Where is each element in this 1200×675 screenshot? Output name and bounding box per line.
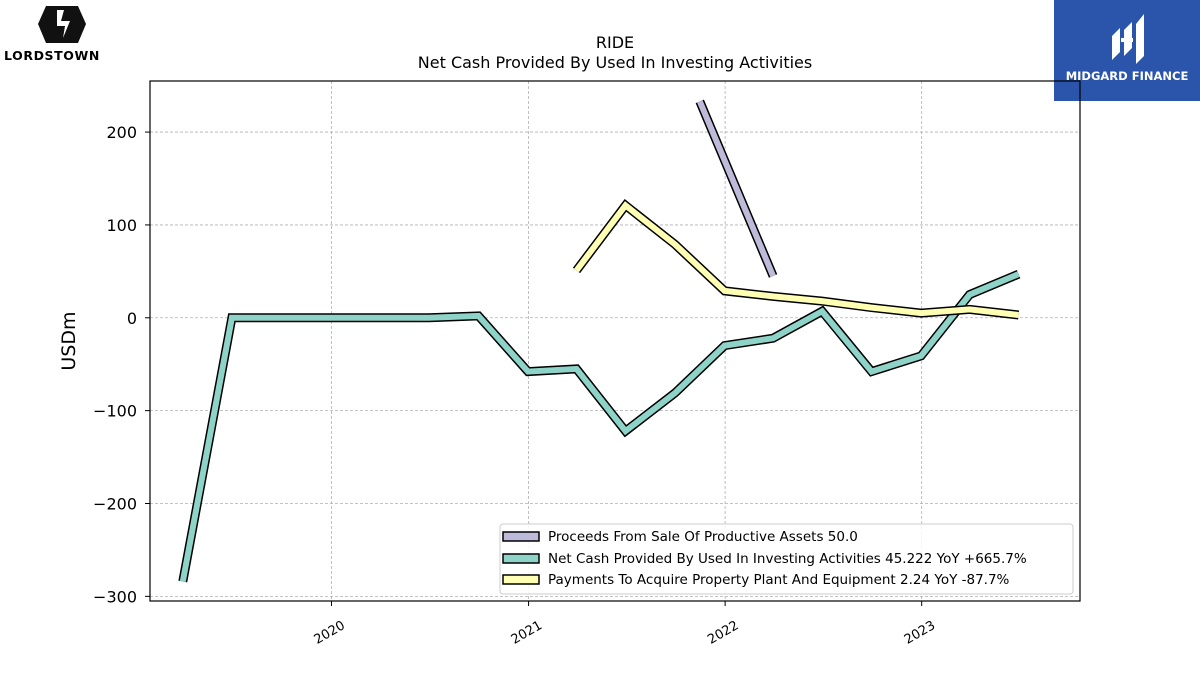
legend: Proceeds From Sale Of Productive Assets …	[499, 523, 1074, 595]
y-tick-label: 100	[106, 216, 137, 235]
lordstown-wordmark: LORDSTOWN	[4, 48, 100, 63]
series-layer	[178, 99, 1021, 583]
lordstown-logo: LORDSTOWN	[0, 0, 125, 70]
chart-title: RIDE	[596, 33, 634, 52]
legend-swatch-proceeds	[502, 531, 540, 542]
series-proceeds	[695, 99, 778, 278]
series-line-net-cash	[179, 271, 1020, 583]
grid-lines	[150, 81, 1080, 601]
lordstown-lightning-logo-icon	[38, 6, 86, 43]
y-tick-label: 200	[106, 123, 137, 142]
series-line-proceeds	[697, 100, 776, 278]
x-tick-label: 2023	[902, 618, 938, 648]
y-tick-label: 0	[127, 309, 137, 328]
x-ticks: 2020 2021 2022 2023	[312, 601, 938, 648]
x-tick-label: 2020	[312, 618, 348, 648]
legend-swatch-net-cash	[502, 553, 540, 564]
plot-frame	[149, 80, 1081, 602]
y-tick-label: −100	[93, 402, 137, 421]
y-tick-label: −300	[93, 587, 137, 606]
legend-label-proceeds: Proceeds From Sale Of Productive Assets …	[548, 529, 858, 545]
series-line-payments	[574, 201, 1019, 318]
midgard-finance-logo: MIDGARD FINANCE	[1054, 0, 1200, 101]
legend-label-net-cash: Net Cash Provided By Used In Investing A…	[548, 551, 1027, 567]
chart-subtitle: Net Cash Provided By Used In Investing A…	[418, 53, 812, 72]
series-payments	[572, 199, 1020, 320]
y-tick-label: −200	[93, 495, 137, 514]
y-ticks: 200 100 0 −100 −200 −300	[93, 123, 150, 606]
legend-label-payments: Payments To Acquire Property Plant And E…	[548, 572, 1010, 588]
midgard-logo-icon	[1112, 14, 1144, 64]
series-net-cash	[178, 269, 1021, 583]
x-tick-label: 2022	[705, 618, 741, 648]
y-axis-label: USDm	[58, 311, 80, 370]
midgard-wordmark: MIDGARD FINANCE	[1065, 69, 1189, 83]
x-tick-label: 2021	[509, 618, 545, 648]
legend-swatch-payments	[502, 574, 540, 585]
legend-box	[499, 523, 1074, 595]
